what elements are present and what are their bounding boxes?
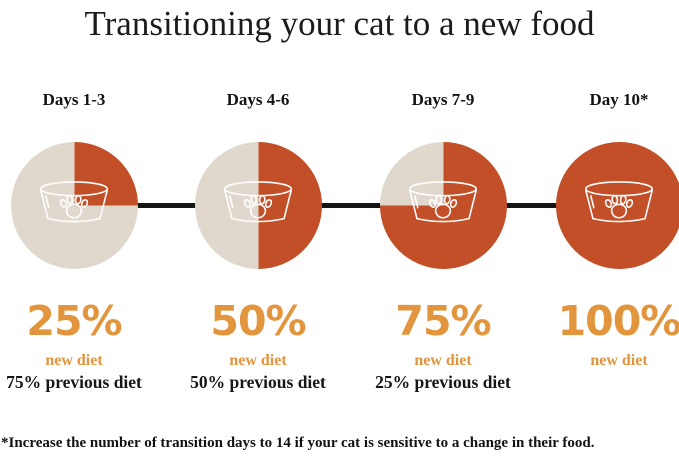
new-diet-percent: 75% [395,297,491,345]
page-title: Transitioning your cat to a new food [84,4,595,43]
new-diet-label: new diet [45,352,103,369]
new-diet-percent: 100% [557,297,679,345]
cat-bowl-paw-icon [224,180,292,222]
timeline-connector-line [74,203,621,208]
diet-ratio-pie [194,142,322,269]
stage-day-10: Day 10* 100% new diet [529,80,679,374]
new-diet-label: new diet [229,352,287,369]
stage-days-7-9: Days 7-9 75% new diet 25% previous diet [353,80,533,392]
stage-day-range-label: Days 7-9 [411,90,475,109]
previous-diet-label: 25% previous diet [375,372,511,392]
diet-ratio-pie [379,142,507,269]
footnote: *Increase the number of transition days … [1,435,595,451]
new-diet-label: new diet [414,352,472,369]
stage-days-4-6: Days 4-6 50% new diet 50% previous diet [168,80,348,392]
new-diet-percent: 25% [26,297,122,345]
diet-ratio-pie [10,142,138,269]
previous-diet-label: 75% previous diet [6,372,142,392]
new-diet-label: new diet [590,352,648,369]
stage-day-range-label: Days 1-3 [42,90,106,109]
new-diet-percent: 50% [210,297,306,345]
diet-ratio-pie [555,142,679,269]
stage-day-range-label: Day 10* [589,90,649,109]
previous-diet-label: 50% previous diet [190,372,326,392]
cat-bowl-paw-icon [409,180,477,222]
cat-bowl-paw-icon [40,180,108,222]
stage-day-range-label: Days 4-6 [226,90,290,109]
cat-bowl-paw-icon [585,180,653,222]
stage-days-1-3: Days 1-3 25% new diet 75% previous diet [0,80,164,392]
